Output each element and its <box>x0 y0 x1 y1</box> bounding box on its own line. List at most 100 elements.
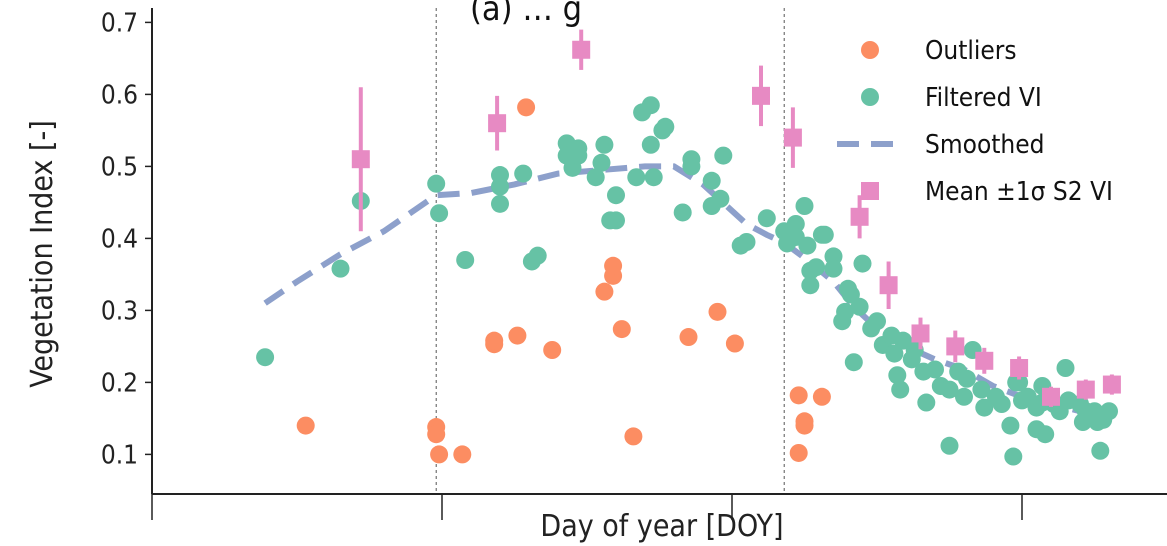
filtered-point <box>1100 402 1118 421</box>
filtered-point <box>607 211 625 230</box>
outlier-point <box>624 427 643 446</box>
outliers-series <box>296 98 831 464</box>
legend-label: Outliers <box>925 36 1017 66</box>
vertical-reference-lines <box>435 8 785 494</box>
outlier-point <box>679 328 698 347</box>
filtered-point <box>641 135 660 154</box>
filtered-series <box>256 96 1118 466</box>
mean-marker <box>946 337 965 356</box>
legend-label: Filtered VI <box>925 83 1042 113</box>
smoothed-line <box>263 163 1105 422</box>
outlier-point <box>517 98 536 117</box>
filtered-point <box>714 146 733 165</box>
filtered-point <box>641 96 660 115</box>
filtered-point <box>940 436 959 455</box>
outlier-point <box>543 341 562 359</box>
filtered-point <box>957 369 976 388</box>
outlier-point <box>296 416 315 435</box>
y-tick-label: 0.6 <box>101 80 138 110</box>
filtered-point <box>1056 359 1075 377</box>
outlier-point <box>725 334 744 353</box>
mean-series <box>351 29 1121 407</box>
mean-marker <box>911 324 930 343</box>
y-axis-label: Vegetation Index [-] <box>25 120 60 388</box>
filtered-point <box>844 353 863 372</box>
mean-marker <box>488 114 507 133</box>
filtered-point <box>711 189 730 208</box>
outlier-point <box>612 320 631 339</box>
mean-marker <box>1010 359 1029 377</box>
y-tick-label: 0.4 <box>101 224 138 254</box>
filtered-point <box>491 194 509 213</box>
outlier-point <box>604 256 623 275</box>
mean-marker <box>975 351 994 370</box>
filtered-point <box>569 146 588 165</box>
filtered-point <box>1036 425 1055 444</box>
legend-marker <box>861 182 879 200</box>
legend-marker <box>861 88 879 106</box>
outlier-point <box>595 282 614 301</box>
outlier-point <box>789 386 808 405</box>
smoothed-series <box>263 163 1105 422</box>
filtered-point <box>885 344 904 363</box>
filtered-point <box>955 387 973 406</box>
filtered-point <box>256 348 275 367</box>
y-tick-label: 0.5 <box>101 152 138 182</box>
filtered-point <box>975 398 994 417</box>
filtered-point <box>888 366 907 385</box>
filtered-point <box>737 233 756 251</box>
filtered-point <box>456 251 475 269</box>
filtered-point <box>627 168 646 187</box>
outlier-point <box>708 302 727 321</box>
filtered-point <box>1010 373 1029 392</box>
chart-title-group: (a) … g <box>470 0 582 29</box>
filtered-point <box>427 174 446 193</box>
y-tick-label: 0.2 <box>101 368 138 398</box>
filtered-point <box>940 380 959 399</box>
legend-marker <box>861 41 879 59</box>
filtered-point <box>850 297 869 316</box>
filtered-point <box>798 236 817 255</box>
filtered-point <box>1091 441 1110 460</box>
filtered-point <box>757 209 776 228</box>
outlier-point <box>430 445 449 464</box>
filtered-point <box>331 259 350 278</box>
legend-label: Smoothed <box>925 130 1045 160</box>
outlier-point <box>795 416 814 435</box>
filtered-point <box>592 153 611 172</box>
filtered-point <box>1001 416 1020 435</box>
filtered-point <box>807 258 826 277</box>
axes: 0.1 0.2 0.3 0.4 0.5 0.6 0.7 <box>101 8 1167 520</box>
mean-marker <box>783 128 802 147</box>
mean-marker <box>752 86 770 105</box>
filtered-point <box>1004 447 1023 466</box>
filtered-point <box>853 254 872 273</box>
filtered-point <box>430 204 449 223</box>
outlier-point <box>453 445 472 464</box>
filtered-point <box>891 380 910 399</box>
filtered-point <box>595 135 614 154</box>
filtered-point <box>801 276 820 295</box>
filtered-point <box>673 203 692 222</box>
filtered-point <box>815 225 834 244</box>
filtered-point <box>917 393 936 412</box>
filtered-point <box>824 259 843 278</box>
mean-marker <box>879 276 898 295</box>
mean-marker <box>1076 380 1095 399</box>
filtered-point <box>702 171 721 190</box>
filtered-point <box>786 215 805 233</box>
outlier-point <box>812 387 831 406</box>
y-tick-label: 0.1 <box>101 440 138 470</box>
outlier-point <box>427 425 446 444</box>
y-tick-label: 0.7 <box>101 8 138 38</box>
filtered-point <box>514 164 533 183</box>
filtered-point <box>682 157 701 176</box>
filtered-point <box>868 312 886 331</box>
filtered-point <box>656 117 675 136</box>
filtered-point <box>795 197 814 215</box>
filtered-point <box>491 177 509 196</box>
filtered-point <box>586 168 605 187</box>
x-axis-label: Day of year [DOY] <box>540 509 783 544</box>
filtered-point <box>972 380 991 399</box>
